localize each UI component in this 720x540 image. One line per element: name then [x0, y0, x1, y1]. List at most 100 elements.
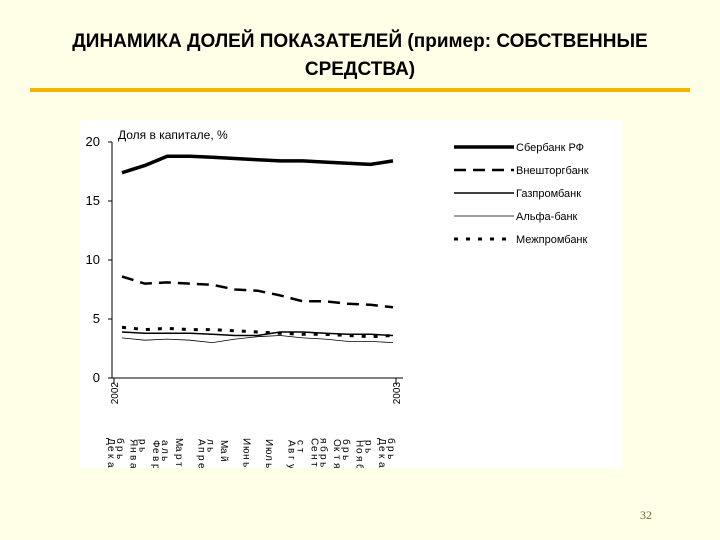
x-tick-letter: р — [385, 446, 396, 452]
x-tick-letter: п — [195, 447, 206, 452]
legend-label-3: Газпромбанк — [516, 188, 581, 200]
y-tick-label: 20 — [86, 134, 100, 149]
x-tick-letter: ь — [204, 447, 215, 452]
x-tick-letter: Д — [376, 438, 387, 445]
x-tick-letter: е — [308, 446, 319, 452]
slide-title-line-1: ДИНАМИКА ДОЛЕЙ ПОКАЗАТЕЛЕЙ (пример: СОБС… — [72, 31, 648, 52]
x-tick-letter: Д — [105, 438, 116, 445]
x-tick-letter: а — [173, 446, 184, 452]
x-tick-letter: М — [173, 438, 184, 446]
x-tick-letter: л — [159, 448, 170, 454]
series-line-5 — [121, 325, 394, 339]
x-tick-letter: ь — [385, 454, 396, 459]
x-tick-letter: ю — [263, 447, 274, 455]
x-tick-letter: г — [286, 456, 297, 460]
x-tick-letter: е — [150, 448, 161, 454]
x-tick-letter: т — [173, 462, 184, 467]
x-tick-letter: ь — [241, 462, 252, 467]
x-tick-letter: т — [331, 455, 342, 460]
x-tick-letter: О — [331, 439, 342, 447]
x-tick-letter: в — [150, 456, 161, 461]
x-tick-letter: ь — [340, 455, 351, 460]
x-tick-letter: р — [340, 447, 351, 453]
x-tick-letter: к — [376, 454, 387, 459]
x-tick-letter: н — [241, 454, 252, 460]
x-tick-letter: Ф — [150, 440, 161, 448]
y-axis-label: Доля в капитале, % — [118, 128, 228, 142]
legend-label-2: Внешторгбанк — [516, 165, 589, 177]
x-tick-letter: С — [308, 438, 319, 445]
y-tick-label: 10 — [86, 252, 100, 267]
x-tick-letter: р — [317, 454, 328, 460]
slide-title-line-2: СРЕДСТВА) — [304, 59, 416, 80]
page-number: 32 — [640, 508, 652, 522]
x-tick-letter: в — [128, 455, 139, 460]
series-line-2 — [121, 275, 394, 309]
x-tick-letter: ь — [137, 447, 148, 452]
x-tick-letter: р — [195, 455, 206, 461]
x-tick-letter: к — [331, 447, 342, 452]
x-tick-letter: р — [173, 454, 184, 460]
x-tick-letter: б — [114, 438, 126, 444]
x-tick-letter: у — [286, 464, 297, 468]
x-tick-letter: Я — [128, 439, 139, 446]
x-tick-letter: л — [204, 439, 215, 445]
legend-label-4: Альфа-банк — [516, 211, 578, 223]
year-label: 2003 — [392, 382, 403, 405]
x-tick-letter: М — [218, 440, 229, 448]
y-tick-label: 15 — [86, 193, 100, 208]
x-tick-letter: й — [218, 456, 229, 462]
x-tick-letter: б — [353, 464, 365, 468]
x-tick-letter: ю — [241, 446, 252, 454]
x-tick-letter: о — [353, 448, 364, 454]
title-underline — [30, 88, 690, 92]
x-tick-letter: а — [218, 448, 229, 454]
x-tick-letter: н — [308, 454, 319, 460]
x-tick-letter: н — [128, 447, 139, 453]
y-tick-label: 5 — [93, 311, 100, 326]
series-line-3 — [121, 331, 394, 337]
x-tick-letter: И — [241, 438, 252, 445]
x-tick-letter: р — [137, 439, 148, 445]
x-tick-letter: б — [317, 446, 329, 452]
x-tick-letter: к — [105, 454, 116, 459]
x-tick-letter: а — [105, 462, 116, 468]
series-line-1 — [121, 154, 394, 175]
x-tick-letter: р — [150, 464, 161, 468]
x-tick-letter: Н — [353, 440, 364, 447]
x-tick-letter: р — [114, 446, 125, 452]
x-tick-letter: б — [340, 439, 352, 445]
series-line-4 — [121, 335, 394, 343]
x-tick-letter: а — [159, 440, 170, 446]
x-tick-letter: л — [263, 455, 274, 461]
x-tick-letter: ь — [362, 448, 373, 453]
x-tick-letter: е — [376, 446, 387, 452]
legend-label-5: Межпромбанк — [516, 234, 588, 246]
x-tick-letter: с — [295, 440, 306, 445]
x-tick-letter: я — [331, 463, 342, 468]
x-tick-letter: т — [295, 448, 306, 453]
x-tick-letter: е — [105, 446, 116, 452]
legend-label-1: Сбербанк РФ — [516, 142, 584, 154]
x-tick-letter: е — [195, 463, 206, 468]
x-tick-letter: р — [362, 440, 373, 446]
x-tick-letter: ь — [317, 462, 328, 467]
x-tick-letter: А — [286, 440, 297, 447]
x-tick-letter: А — [195, 439, 206, 446]
x-tick-letter: в — [286, 448, 297, 453]
slide-title: ДИНАМИКА ДОЛЕЙ ПОКАЗАТЕЛЕЙ (пример: СОБС… — [0, 28, 720, 84]
x-tick-letter: я — [317, 438, 328, 443]
y-tick-label: 0 — [93, 370, 100, 385]
x-tick-letter: ь — [114, 454, 125, 459]
x-tick-letter: а — [376, 462, 387, 468]
x-tick-letter: ь — [263, 463, 274, 468]
x-tick-letter: б — [385, 438, 397, 444]
x-tick-letter: я — [353, 456, 364, 461]
x-tick-letter: т — [308, 462, 319, 467]
x-tick-letter: И — [263, 439, 274, 446]
x-tick-letter: а — [128, 463, 139, 468]
year-label: 2002 — [110, 382, 121, 405]
x-tick-letter: ь — [159, 456, 170, 461]
